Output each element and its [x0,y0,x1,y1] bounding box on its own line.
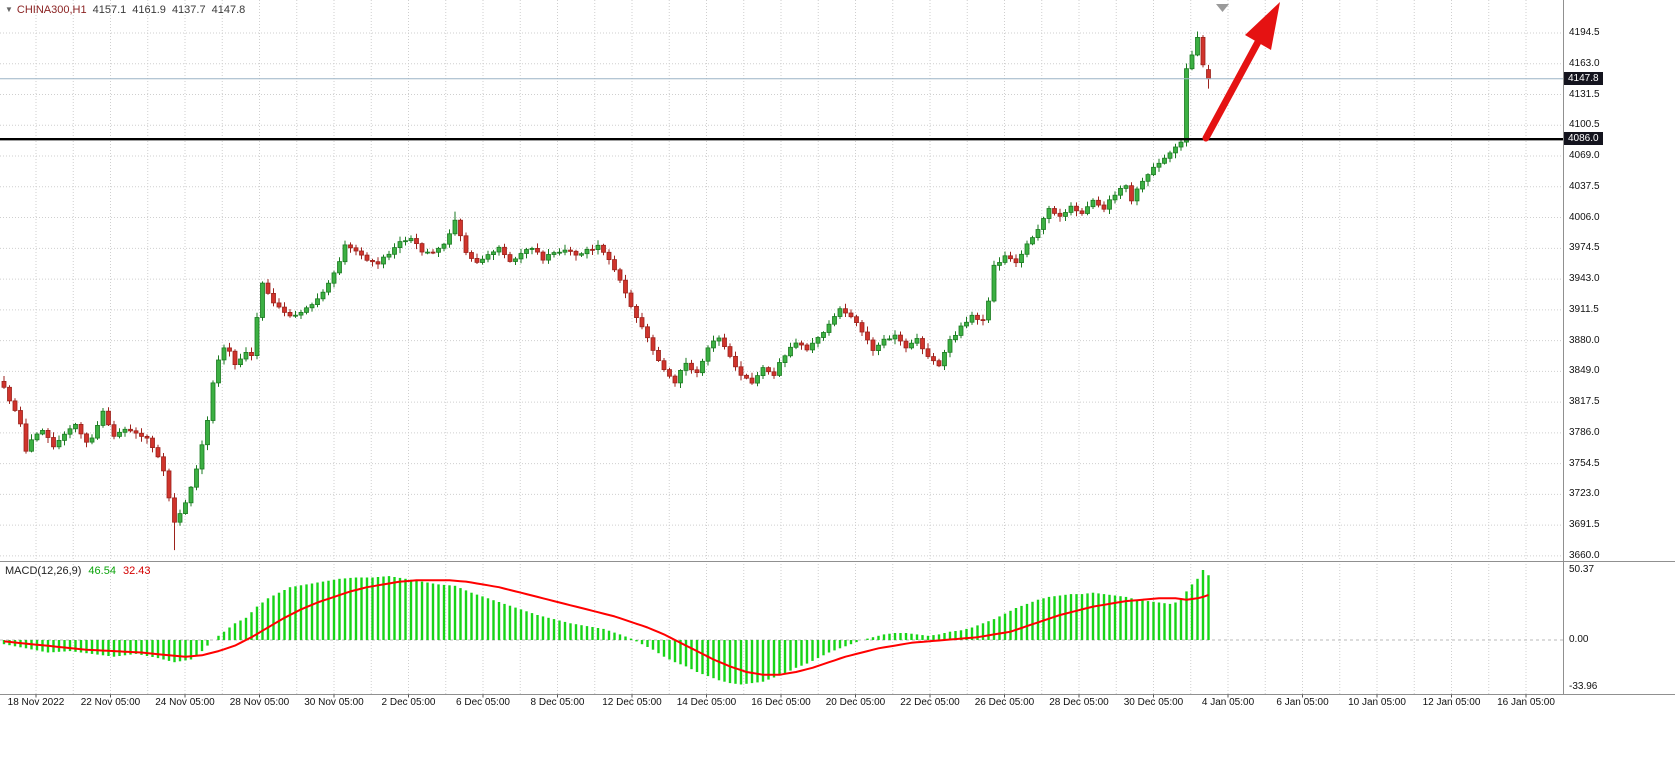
price-axis-label: 4163.0 [1569,57,1600,69]
time-axis-label: 24 Nov 05:00 [155,697,215,708]
price-axis-label: 4100.5 [1569,119,1600,131]
time-axis-label: 16 Dec 05:00 [751,697,811,708]
price-axis-label: 3911.5 [1569,303,1599,315]
price-axis-label: 4069.0 [1569,150,1600,162]
price-axis-label: 3943.0 [1569,273,1600,285]
price-axis-label: 4006.0 [1569,211,1600,223]
price-axis-label: 3786.0 [1569,426,1600,438]
time-axis-label: 30 Dec 05:00 [1123,697,1184,708]
price-axis-label: 3660.0 [1569,549,1600,561]
bid-price-badge: 4147.8 [1564,71,1603,85]
symbol-period-label: CHINA300,H1 [16,4,87,16]
price-axis-label: 4194.5 [1569,27,1600,38]
macd-histogram [2,570,1210,685]
price-axis-label: 3817.5 [1569,396,1600,408]
time-axis-label: 12 Jan 05:00 [1422,697,1481,708]
hline-price-badge: 4086.0 [1564,132,1603,146]
time-axis-label: 2 Dec 05:00 [381,697,436,708]
symbol-dropdown-icon[interactable]: ▼ [5,5,13,14]
chart-title: ▼ CHINA300,H1 4157.1 4161.9 4137.7 4147.8 [5,4,245,16]
price-axis-label: 3754.5 [1569,457,1600,469]
time-axis-label: 26 Dec 05:00 [974,697,1035,708]
candlestick-series [1,31,1211,551]
time-axis-label: 10 Jan 05:00 [1348,697,1406,708]
time-axis-label: 28 Nov 05:00 [229,697,290,708]
chart-shift-marker-icon [1216,4,1229,12]
ohlc-low-value: 4137.7 [171,4,206,16]
time-axis-label: 22 Nov 05:00 [80,697,141,708]
time-axis-label: 8 Dec 05:00 [530,697,585,708]
price-axis-label: 3691.5 [1569,519,1600,531]
macd-signal-line [3,579,1209,676]
time-axis-label: 12 Dec 05:00 [602,697,662,708]
price-axis-label: 3880.0 [1569,334,1600,346]
time-axis-label: 6 Jan 05:00 [1276,697,1329,708]
price-axis-label: 3723.0 [1569,488,1600,500]
time-axis-label: 4 Jan 05:00 [1201,697,1255,708]
price-axis-label: 4037.5 [1569,180,1600,192]
ohlc-open-value: 4157.1 [92,4,127,16]
price-axis-label: 4131.5 [1569,88,1600,100]
price-axis-label: 3849.0 [1569,365,1600,377]
time-axis: 18 Nov 2022 22 Nov 05:00 24 Nov 05:00 28 No… [0,697,1675,711]
price-axis: 4194.5 4163.0 4131.5 4100.5 4069.0 4037.5 4006… [1563,0,1675,694]
time-axis-label: 16 Jan 05:00 [1497,697,1555,708]
macd-scale-zero-label: 0.00 [1569,634,1589,645]
time-axis-label: 14 Dec 05:00 [676,697,737,708]
time-axis-label: 28 Dec 05:00 [1049,697,1109,708]
macd-main-value: 46.54 [88,565,116,577]
ohlc-close-value: 4147.8 [211,4,246,16]
macd-signal-value: 32.43 [122,565,151,577]
time-axis-label: 18 Nov 2022 [7,697,65,708]
time-axis-label: 6 Dec 05:00 [456,697,510,708]
macd-indicator-label: MACD(12,26,9) 46.54 32.43 [5,565,150,577]
macd-name-label: MACD(12,26,9) [5,565,82,577]
grid [0,0,1563,695]
macd-scale-max-label: 50.37 [1569,563,1595,575]
macd-scale-min-label: -33.96 [1569,681,1598,693]
time-axis-label: 30 Nov 05:00 [304,697,364,708]
time-axis-label: 22 Dec 05:00 [900,697,960,708]
time-axis-label: 20 Dec 05:00 [825,697,886,708]
ohlc-high-value: 4161.9 [132,4,166,16]
price-axis-label: 3974.5 [1569,242,1600,254]
trend-arrow[interactable] [1202,2,1280,142]
